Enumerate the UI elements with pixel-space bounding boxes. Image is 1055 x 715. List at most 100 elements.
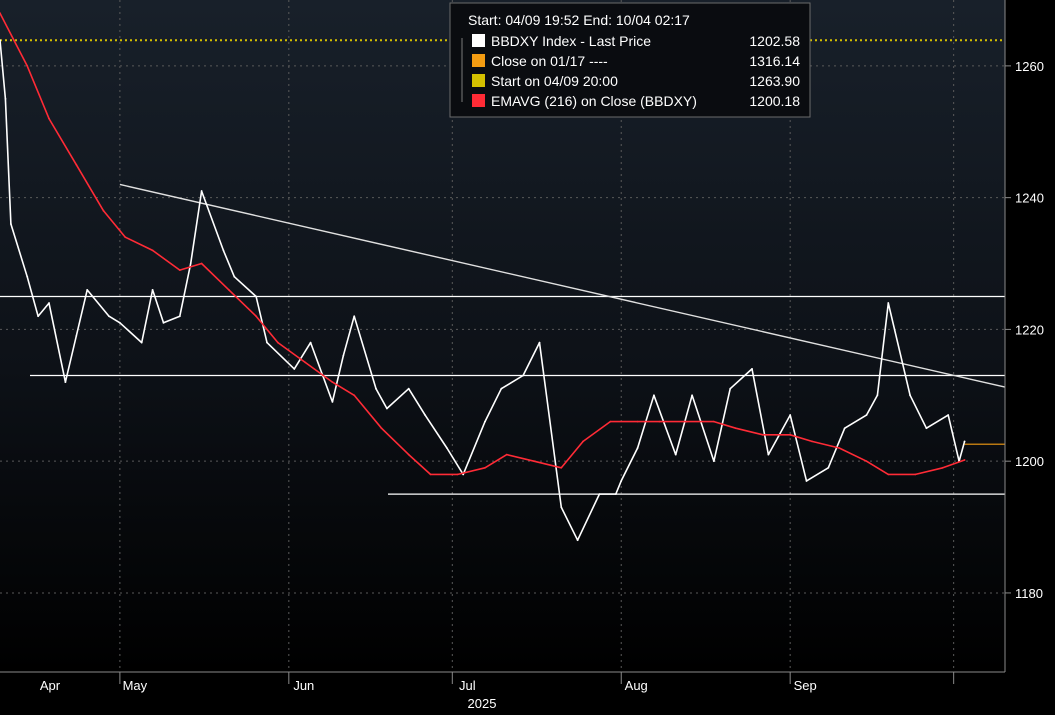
series-0-point-30: [445, 447, 448, 449]
series-0-point-23: [331, 400, 334, 403]
legend-box: Start: 04/09 19:52 End: 10/04 02:17 BBDX…: [449, 2, 811, 118]
series-layer: [0, 12, 1005, 542]
legend-label-0: BBDXY Index - Last Price: [491, 33, 651, 49]
x-axis-year-label: 2025: [468, 696, 497, 711]
series-0-point-13: [162, 321, 165, 324]
series-0-point-45: [712, 460, 715, 463]
series-1-point-35: [887, 473, 890, 476]
series-1-point-22: [560, 466, 563, 469]
y-axis-ticks: 1180 1200 1220 1240 1260: [1005, 59, 1044, 601]
reference-lines: [0, 39, 1006, 495]
legend-label-1: Close on 01/17 ----: [491, 53, 608, 69]
series-0-point-60: [963, 440, 966, 443]
legend-entries: BBDXY Index - Last Price 1202.58 Close on …: [461, 33, 800, 109]
series-0-point-1: [4, 97, 7, 100]
series-0-point-44: [691, 394, 693, 397]
series-0-point-35: [538, 341, 541, 344]
series-0-point-27: [386, 407, 388, 410]
series-1-point-13: [331, 381, 334, 384]
series-0-point-16: [200, 190, 203, 192]
series-1-point-23: [582, 440, 584, 443]
y-tick-label-1220: 1220: [1015, 322, 1044, 337]
series-0-point-14: [178, 315, 181, 318]
series-1-point-7: [178, 269, 181, 272]
series-0-point-40: [620, 480, 623, 482]
series-0-point-32: [484, 420, 486, 423]
series-0-point-20: [266, 341, 268, 344]
series-1-point-24: [609, 420, 612, 423]
series-1-point-15: [380, 427, 383, 430]
x-tick-label-may: May: [123, 678, 148, 693]
series-0-point-42: [653, 394, 655, 397]
series-0-point-6: [64, 381, 67, 384]
series-1-point-30: [762, 433, 764, 436]
y-tick-label-1240: 1240: [1015, 191, 1044, 206]
series-0-point-3: [26, 275, 29, 278]
legend-value-2: 1263.90: [749, 73, 800, 89]
series-1-point-19: [484, 466, 486, 469]
x-tick-label-apr: Apr: [40, 678, 61, 693]
series-0-point-18: [233, 275, 236, 278]
legend-label-3: EMAVG (216) on Close (BBDXY): [491, 93, 697, 109]
series-0-point-54: [876, 394, 879, 397]
series-1-point-6: [151, 249, 154, 252]
series-1-point-33: [838, 447, 841, 449]
series-1-point-28: [712, 420, 715, 423]
series-1-point-11: [277, 341, 279, 344]
series-0-point-55: [887, 302, 890, 304]
series-1-point-21: [533, 460, 535, 463]
legend-range-text: Start: 04/09 19:52 End: 10/04 02:17: [468, 12, 690, 28]
series-0-point-47: [751, 368, 753, 370]
legend-swatch-0: [472, 34, 485, 47]
series-0-point-33: [500, 387, 503, 390]
legend-swatch-2: [472, 74, 485, 87]
y-tick-label-1200: 1200: [1015, 454, 1044, 469]
trend-line: [119, 183, 1006, 388]
series-1-point-32: [811, 440, 813, 443]
series-1-point-8: [200, 262, 203, 265]
series-0-point-56: [909, 394, 911, 397]
legend-value-0: 1202.58: [749, 33, 800, 49]
series-0-point-43: [674, 453, 677, 456]
x-tick-label-aug: Aug: [625, 678, 648, 693]
series-0-point-8: [86, 288, 89, 291]
series-0-point-9: [108, 315, 110, 318]
series-0-point-58: [947, 414, 950, 416]
series-1-point-31: [789, 433, 792, 436]
series-1-point-4: [102, 209, 105, 212]
series-0-point-5: [48, 302, 50, 304]
x-axis-strip: [0, 672, 1005, 715]
series-1-point-17: [429, 473, 432, 476]
series-0-point-34: [522, 374, 525, 377]
series-0-point-12: [151, 288, 154, 291]
series-1-point-14: [353, 394, 356, 397]
series-1-point-0: [0, 12, 1, 15]
legend-value-3: 1200.18: [749, 93, 800, 109]
series-0-point-4: [37, 315, 40, 318]
series-0-point-0: [0, 39, 1, 42]
series-0-point-48: [767, 453, 770, 456]
series-1-point-9: [227, 288, 230, 291]
series-0-point-29: [424, 414, 426, 416]
series-1-point-5: [124, 236, 127, 239]
series-0-point-50: [805, 480, 808, 482]
series-0-point-57: [925, 427, 928, 430]
series-0-point-21: [293, 368, 296, 370]
series-0-point-46: [729, 387, 732, 390]
series-0-point-53: [865, 414, 868, 416]
y-axis-strip: [1005, 0, 1055, 715]
series-0-point-24: [342, 354, 345, 357]
series-0-point-51: [827, 466, 830, 469]
series-1-point-12: [304, 361, 307, 364]
series-1-point-26: [658, 420, 661, 423]
grid: [0, 0, 1005, 672]
series-0-point-11: [140, 341, 143, 344]
y-tick-label-1180: 1180: [1015, 586, 1043, 601]
series-0-point-36: [560, 506, 563, 509]
legend-background: [449, 2, 811, 118]
x-tick-label-jul: Jul: [459, 678, 476, 693]
series-0-point-19: [255, 295, 258, 298]
series-0-point-22: [309, 341, 312, 344]
series-1-point-1: [26, 64, 29, 67]
legend-value-1: 1316.14: [749, 53, 800, 69]
